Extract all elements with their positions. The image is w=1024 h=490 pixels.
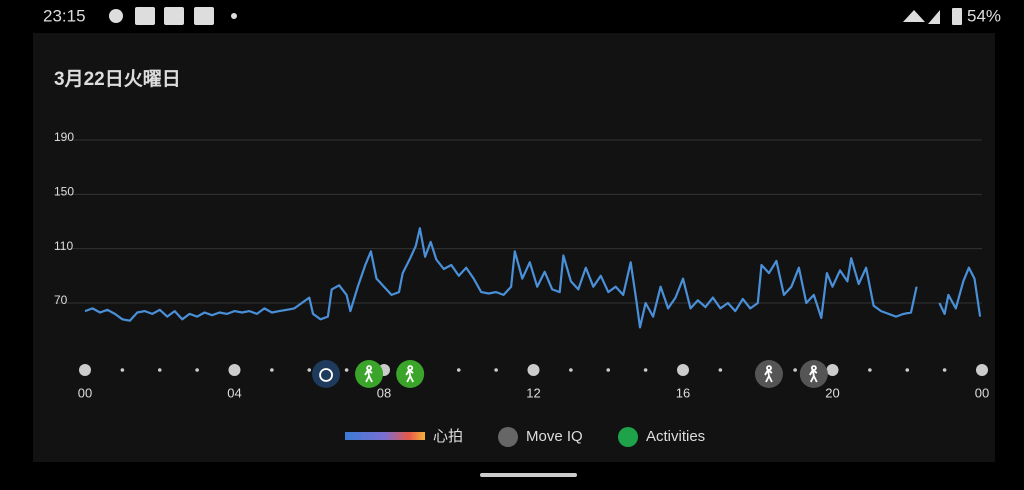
timeline-dot [793,368,797,372]
status-icons [109,7,962,25]
y-tick-label: 190 [54,130,74,144]
walk-glyph [405,365,414,383]
timeline-dot [344,368,349,372]
timeline-dot [195,368,199,372]
y-tick-label: 70 [54,293,68,307]
x-tick-label: 16 [676,385,690,400]
timeline-dot [868,368,872,372]
x-tick-mark [79,364,91,376]
timeline-dot [718,368,723,372]
timeline-dot [942,368,947,372]
alarm-event[interactable] [312,360,341,388]
x-tick-mark [527,364,540,376]
legend-swatch [618,427,638,447]
x-tick-label: 08 [377,385,391,400]
timeline-dot [606,368,611,372]
x-tick-label: 04 [227,385,241,400]
y-tick-label: 150 [54,185,74,199]
walk-glyph [364,365,373,383]
walk-glyph [809,365,818,383]
legend-label: Move IQ [526,428,583,445]
card [33,33,995,462]
x-tick-mark [228,364,241,376]
x-tick-label: 20 [825,385,839,400]
timeline-dot [569,368,573,372]
heart-rate-line [84,227,982,329]
home-indicator [480,473,577,477]
legend-label: Activities [646,428,705,445]
timeline-dot [643,368,648,372]
x-tick-label: 00 [975,385,989,400]
walk-glyph [764,365,773,383]
timeline-dot [905,368,910,372]
timeline-dot [157,368,162,372]
status-battery: 54% [967,6,1001,25]
x-tick-label: 00 [78,385,92,400]
timeline-dot [456,368,461,372]
legend-swatch [498,427,518,447]
chart-title: 3月22日火曜日 [54,68,181,90]
alarm-glyph [319,368,333,382]
timeline-dot [120,368,125,372]
x-tick-label: 12 [526,385,540,400]
x-tick-mark [677,364,689,376]
legend-label: 心拍 [433,428,463,445]
x-tick-mark [826,364,839,376]
x-tick-mark [976,364,988,376]
timeline-dot [270,368,274,372]
legend-swatch [345,432,425,440]
status-time: 23:15 [43,6,86,25]
timeline-dot [494,368,498,372]
timeline-dot [307,368,312,372]
y-tick-label: 110 [54,239,73,253]
